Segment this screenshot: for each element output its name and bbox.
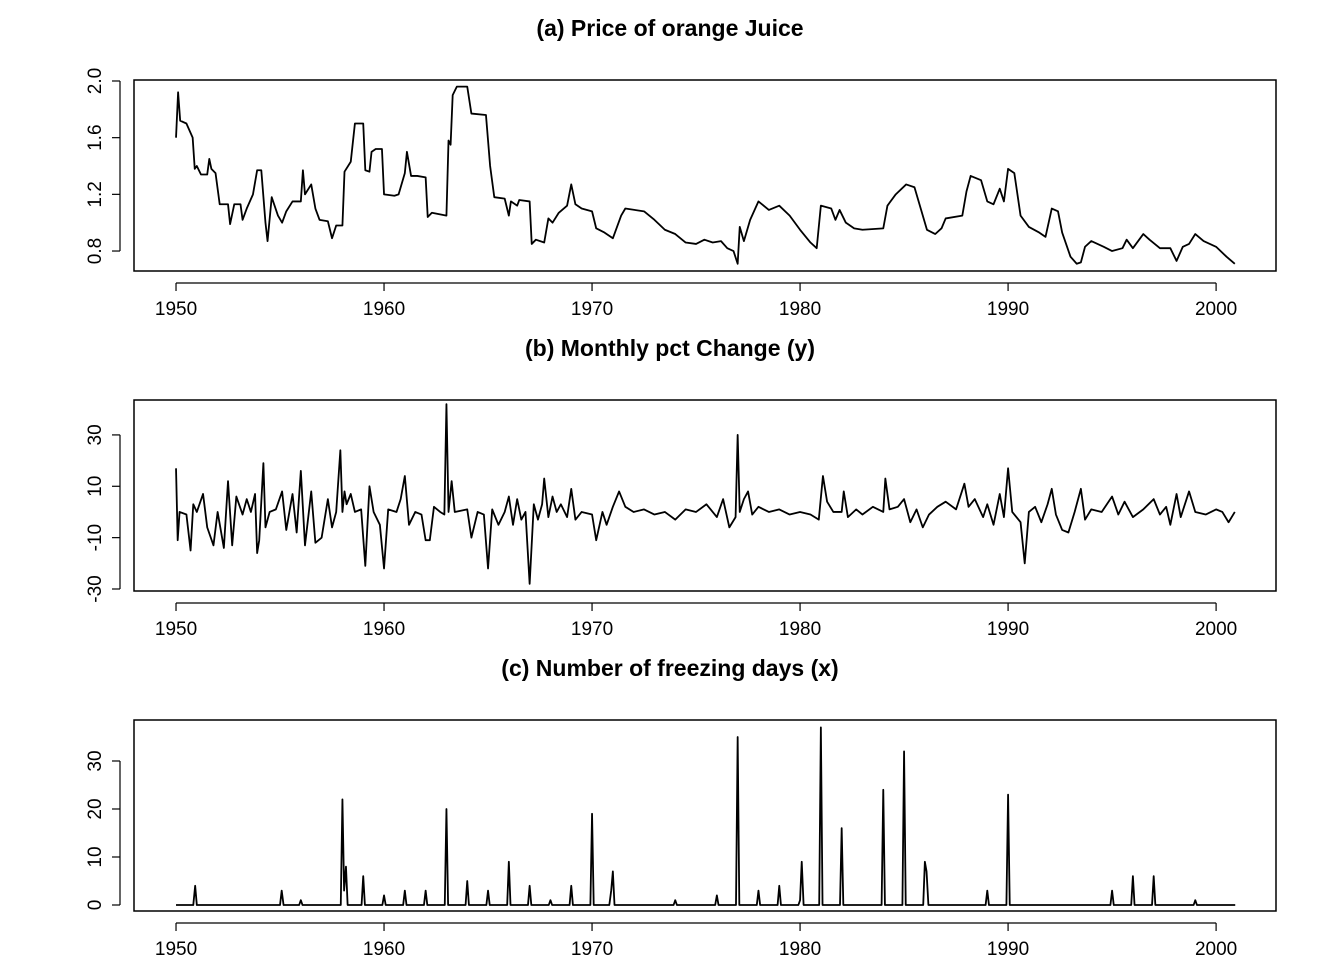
y-tick-label: 10: [85, 476, 106, 497]
x-tick-label: 2000: [1195, 299, 1237, 320]
y-tick-label: 30: [85, 750, 106, 771]
x-tick-label: 2000: [1195, 619, 1237, 640]
data-line: [175, 403, 1236, 585]
data-line: [175, 85, 1236, 265]
x-tick-label: 1980: [779, 619, 821, 640]
plot-frame: [133, 399, 1277, 592]
y-tick-label: 1.6: [85, 124, 106, 150]
x-tick-label: 1950: [155, 939, 197, 960]
plot-frame: [133, 719, 1277, 912]
y-tick-label: 2.0: [85, 68, 106, 94]
data-line: [176, 726, 1236, 906]
x-tick-label: 1970: [571, 939, 613, 960]
x-tick-label: 1950: [155, 619, 197, 640]
x-tick-label: 1990: [987, 939, 1029, 960]
plot-frame: [133, 79, 1277, 272]
x-tick-label: 1970: [571, 619, 613, 640]
x-tick-label: 1960: [363, 299, 405, 320]
x-tick-label: 1990: [987, 619, 1029, 640]
y-tick-label: 20: [85, 798, 106, 819]
y-tick-label: -10: [85, 524, 106, 551]
chart-title: (c) Number of freezing days (x): [501, 655, 838, 681]
chart-title: (a) Price of orange Juice: [536, 15, 803, 41]
x-tick-label: 1980: [779, 939, 821, 960]
y-tick-label: 0.8: [85, 238, 106, 264]
y-tick-label: -30: [85, 575, 106, 602]
x-tick-label: 1980: [779, 299, 821, 320]
x-tick-label: 1960: [363, 939, 405, 960]
y-tick-label: 30: [85, 424, 106, 445]
x-tick-label: 1950: [155, 299, 197, 320]
y-tick-label: 10: [85, 846, 106, 867]
x-tick-label: 1970: [571, 299, 613, 320]
y-tick-label: 1.2: [85, 181, 106, 207]
chart-title: (b) Monthly pct Change (y): [525, 335, 815, 361]
y-tick-label: 0: [85, 900, 106, 911]
x-tick-label: 1990: [987, 299, 1029, 320]
x-tick-label: 1960: [363, 619, 405, 640]
x-tick-label: 2000: [1195, 939, 1237, 960]
